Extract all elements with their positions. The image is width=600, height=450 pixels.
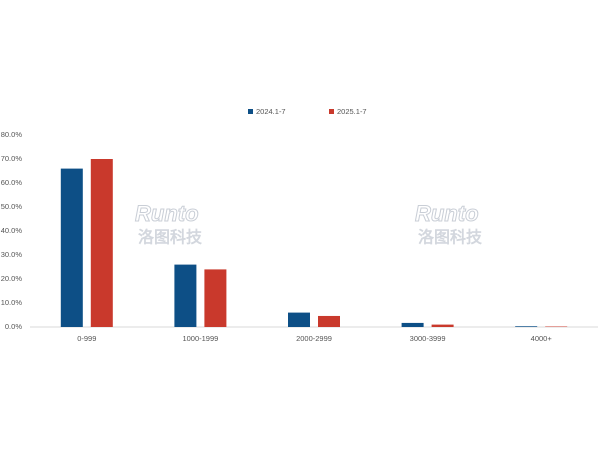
y-tick-label: 20.0% <box>1 274 23 283</box>
y-tick-label: 40.0% <box>1 226 23 235</box>
x-tick-label: 2000-2999 <box>296 334 332 343</box>
bar <box>60 168 83 327</box>
y-tick-label: 10.0% <box>1 298 23 307</box>
y-tick-label: 80.0% <box>1 130 23 139</box>
y-tick-label: 30.0% <box>1 250 23 259</box>
legend-label: 2024.1-7 <box>256 107 286 116</box>
bar <box>288 312 310 327</box>
bar <box>204 269 227 327</box>
bar <box>90 159 113 327</box>
x-tick-label: 4000+ <box>531 334 553 343</box>
watermark: Runto <box>135 201 199 226</box>
watermark-cn: 洛图科技 <box>138 228 203 247</box>
bar <box>401 322 424 327</box>
watermark-cn: 洛图科技 <box>418 228 483 247</box>
legend-label: 2025.1-7 <box>337 107 367 116</box>
watermark: Runto <box>415 201 479 226</box>
bar <box>431 324 454 327</box>
bar <box>318 315 340 327</box>
y-tick-label: 50.0% <box>1 202 23 211</box>
y-tick-label: 0.0% <box>5 322 22 331</box>
x-tick-label: 1000-1999 <box>182 334 218 343</box>
legend-swatch <box>248 109 253 114</box>
y-tick-label: 70.0% <box>1 154 23 163</box>
x-tick-label: 3000-3999 <box>410 334 446 343</box>
bar <box>174 264 197 327</box>
x-tick-label: 0-999 <box>77 334 96 343</box>
bar <box>515 326 538 327</box>
legend-swatch <box>329 109 334 114</box>
y-tick-label: 60.0% <box>1 178 23 187</box>
